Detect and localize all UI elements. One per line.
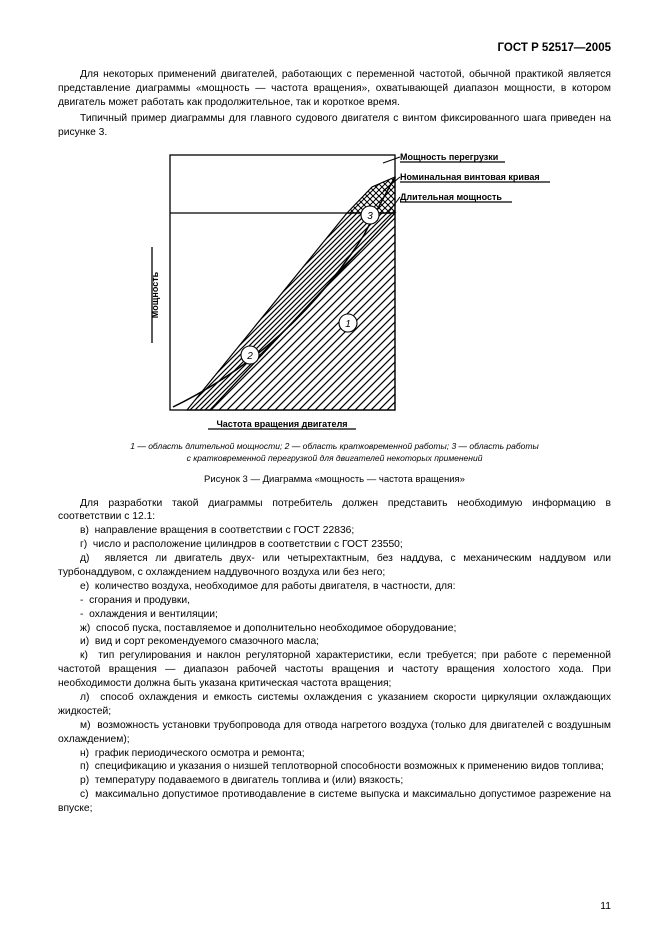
item-l: л) способ охлаждения и емкость системы о… [58,691,611,719]
para-3: Для разработки такой диаграммы потребите… [58,497,611,525]
item-i: и) вид и сорт рекомендуемого смазочного … [58,635,611,649]
item-e: е) количество воздуха, необходимое для р… [58,580,611,594]
power-speed-diagram: Мощность перегрузки Номинальная винтовая… [100,145,570,435]
label-overload: Мощность перегрузки [400,152,498,162]
page-number: 11 [600,901,611,912]
requirements-list: Для разработки такой диаграммы потребите… [58,497,611,816]
page: ГОСТ Р 52517—2005 Для некоторых применен… [0,0,661,936]
label-contpower: Длительная мощность [400,192,502,202]
paragraph-1: Для некоторых применений двигателей, раб… [58,68,611,110]
item-zh: ж) способ пуска, поставляемое и дополнит… [58,622,611,636]
item-g: г) число и расположение цилиндров в соот… [58,538,611,552]
item-s: с) максимально допустимое противодавлени… [58,788,611,816]
item-e1: - сгорания и продувки, [58,594,611,608]
item-p: п) спецификацию и указания о низшей тепл… [58,760,611,774]
item-n: н) график периодического осмотра и ремон… [58,747,611,761]
item-m: м) возможность установки трубопровода дл… [58,719,611,747]
figure-caption: Рисунок 3 — Диаграмма «мощность — частот… [58,474,611,485]
item-k: к) тип регулирования и наклон регуляторн… [58,649,611,691]
x-axis-label: Частота вращения двигателя [216,419,347,429]
item-v: в) направление вращения в соответствии с… [58,524,611,538]
region-1-label: 1 [345,319,351,330]
item-d: д) является ли двигатель двух- или четыр… [58,552,611,580]
figure-legend: 1 — область длительной мощности; 2 — обл… [58,441,611,463]
region-2-label: 2 [246,351,253,362]
paragraph-2: Типичный пример диаграммы для главного с… [58,112,611,140]
figure-3: Мощность перегрузки Номинальная винтовая… [58,145,611,484]
region-3-label: 3 [367,211,373,222]
label-propcurve: Номинальная винтовая кривая [400,172,540,182]
doc-standard-header: ГОСТ Р 52517—2005 [58,42,611,54]
intro-paragraphs: Для некоторых применений двигателей, раб… [58,68,611,139]
item-r: р) температуру подаваемого в двигатель т… [58,774,611,788]
item-e2: - охлаждения и вентиляции; [58,608,611,622]
